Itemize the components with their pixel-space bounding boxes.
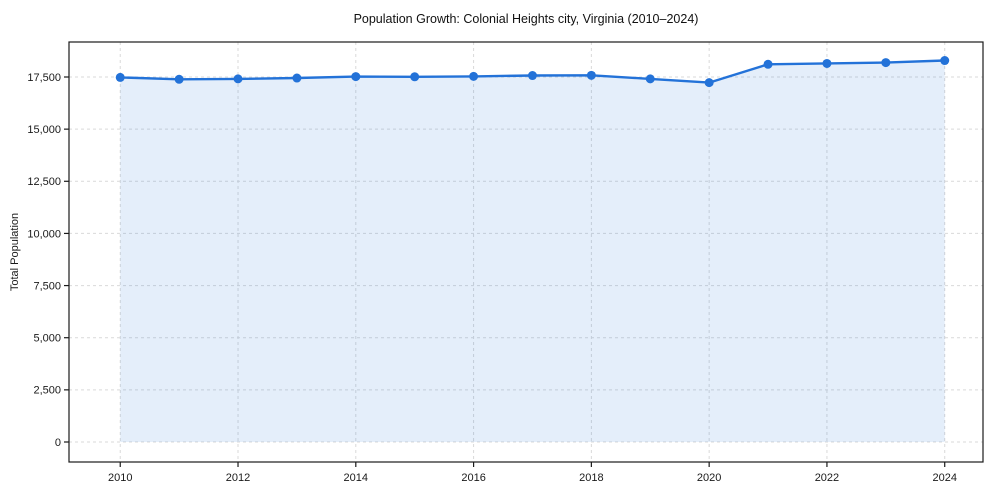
data-point (174, 74, 184, 84)
chart-title: Population Growth: Colonial Heights city… (354, 12, 699, 26)
x-tick-label: 2024 (932, 472, 956, 484)
y-tick-label: 10,000 (27, 228, 61, 240)
data-point (586, 70, 596, 80)
data-point (410, 72, 420, 82)
data-point (940, 56, 950, 66)
data-point (704, 78, 714, 88)
axis-tick-labels: 0 2,500 5,000 7,500 10,000 12,500 15,000 17,500… (27, 72, 957, 484)
data-point (233, 74, 243, 84)
x-tick-label: 2022 (815, 472, 839, 484)
y-axis-label: Total Population (9, 213, 21, 291)
y-tick-label: 7,500 (33, 280, 61, 292)
x-tick-label: 2010 (108, 472, 132, 484)
data-point (645, 74, 655, 84)
y-tick-label: 12,500 (27, 176, 61, 188)
data-point (763, 59, 773, 69)
x-tick-label: 2018 (579, 472, 603, 484)
data-point (351, 72, 361, 82)
y-tick-label: 5,000 (33, 333, 61, 345)
data-point (822, 58, 832, 68)
y-tick-label: 0 (55, 437, 61, 449)
series-area-fill (120, 60, 945, 442)
data-point (115, 72, 125, 82)
axis-ticks (64, 76, 946, 467)
data-point (881, 58, 891, 68)
y-tick-label: 17,500 (27, 72, 61, 84)
data-points-layer (115, 56, 950, 88)
x-tick-label: 2016 (461, 472, 485, 484)
x-tick-label: 2014 (344, 472, 368, 484)
y-tick-label: 15,000 (27, 124, 61, 136)
x-tick-label: 2020 (697, 472, 721, 484)
data-point (292, 73, 302, 83)
data-point (527, 71, 537, 81)
x-tick-label: 2012 (226, 472, 250, 484)
gridlines (69, 42, 983, 462)
data-point (469, 71, 479, 81)
area-fill-layer (120, 60, 945, 442)
y-tick-label: 2,500 (33, 385, 61, 397)
plot-border (68, 41, 984, 463)
